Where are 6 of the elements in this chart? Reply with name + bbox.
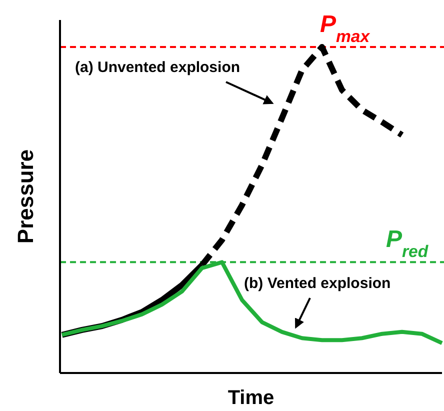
annotation: (a) Unvented explosion bbox=[75, 59, 240, 76]
ref-line-label: P$_{max}$ bbox=[320, 11, 370, 46]
y-axis-title: Pressure bbox=[13, 149, 38, 244]
ref-line-label: P$_{red}$ bbox=[386, 226, 429, 261]
annotation: (b) Vented explosion bbox=[244, 275, 391, 292]
x-axis-title: Time bbox=[228, 387, 274, 409]
